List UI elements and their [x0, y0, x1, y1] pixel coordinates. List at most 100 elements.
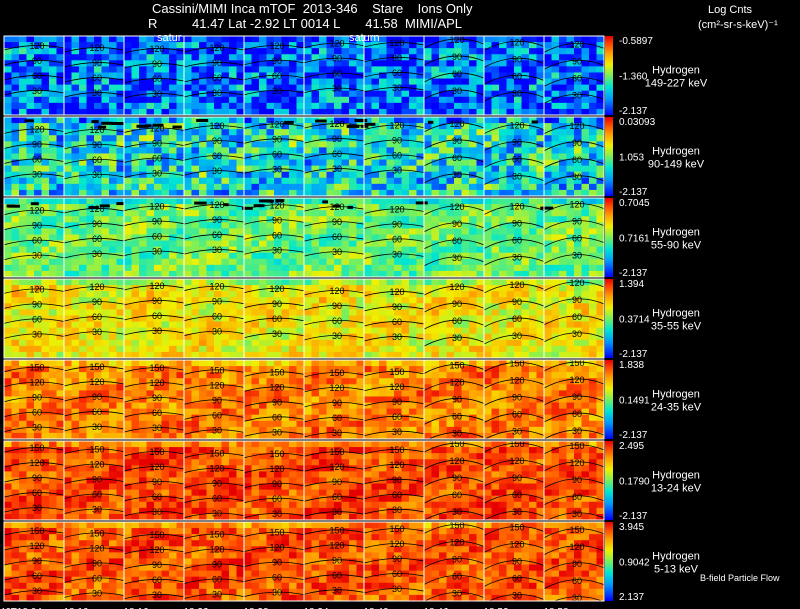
heatmap-cell: [424, 246, 432, 254]
heatmap-cell: [349, 153, 357, 160]
heatmap-cell: [101, 153, 110, 160]
heatmap-cell: [364, 135, 372, 142]
heatmap-cell: [379, 177, 387, 185]
heatmap-cell: [349, 351, 357, 359]
heatmap-cell: [379, 135, 387, 142]
heatmap-cell: [424, 315, 432, 322]
heatmap-cell: [221, 285, 230, 292]
heatmap-cell: [19, 240, 27, 248]
heatmap-cell: [101, 129, 110, 136]
heatmap-cell: [86, 54, 95, 61]
heatmap-cell: [544, 129, 552, 136]
heatmap-cell: [379, 204, 387, 211]
heatmap-cell: [476, 360, 485, 367]
heatmap-cell: [596, 66, 605, 73]
heatmap-cell: [199, 216, 207, 223]
heatmap-cell: [581, 345, 590, 353]
heatmap-cell: [596, 78, 605, 86]
heatmap-cell: [476, 315, 485, 322]
heatmap-cell: [229, 234, 237, 241]
heatmap-cell: [49, 123, 57, 130]
heatmap-cell: [131, 321, 140, 329]
heatmap-cell: [176, 72, 185, 79]
heatmap-cell: [416, 309, 425, 316]
heatmap-cell: [334, 360, 342, 367]
heatmap-cell: [161, 360, 170, 367]
heatmap-cell: [484, 84, 492, 92]
heatmap-cell: [461, 333, 470, 341]
heatmap-cell: [491, 264, 500, 272]
heatmap-cell: [566, 285, 575, 292]
heatmap-cell: [319, 270, 327, 278]
heatmap-cell: [146, 285, 155, 292]
units-label-line1: Log Cnts: [708, 4, 753, 16]
heatmap-cell: [536, 141, 545, 148]
heatmap-cell: [146, 291, 155, 298]
contour-label: 120: [449, 119, 464, 129]
heatmap-cell: [26, 66, 35, 73]
heatmap-cell: [536, 252, 545, 260]
heatmap-cell: [356, 102, 365, 110]
contour-line: [243, 74, 305, 81]
data-gap: [427, 120, 434, 124]
heatmap-cell: [424, 96, 432, 104]
heatmap-cell: [439, 309, 447, 316]
heatmap-cell: [94, 258, 102, 266]
heatmap-cell: [289, 252, 297, 260]
heatmap-cell: [529, 108, 537, 116]
heatmap-cell: [131, 204, 140, 211]
heatmap-cell: [206, 198, 215, 205]
contour-label: 60: [152, 154, 162, 164]
heatmap-cell: [521, 90, 530, 98]
heatmap-cell: [559, 183, 567, 191]
heatmap-cell: [139, 153, 147, 160]
heatmap-cell: [161, 234, 170, 241]
heatmap-cell: [581, 204, 590, 211]
heatmap-cell: [109, 135, 117, 142]
heatmap-cell: [86, 291, 95, 298]
heatmap-cell: [499, 258, 507, 266]
heatmap-cell: [86, 159, 95, 167]
heatmap-cell: [514, 141, 522, 148]
heatmap-cell: [484, 345, 492, 353]
heatmap-cell: [469, 165, 477, 173]
heatmap-cell: [251, 123, 260, 130]
heatmap-cell: [56, 42, 65, 49]
heatmap-cell: [581, 351, 590, 359]
heatmap-cell: [476, 297, 485, 304]
heatmap-cell: [476, 183, 485, 191]
heatmap-cell: [356, 315, 365, 322]
heatmap-cell: [19, 129, 27, 136]
heatmap-cell: [566, 189, 575, 197]
heatmap-cell: [386, 246, 395, 254]
heatmap-cell: [71, 165, 80, 173]
heatmap-cell: [551, 60, 560, 67]
heatmap-cell: [221, 36, 230, 43]
heatmap-cell: [26, 198, 35, 205]
heatmap-cell: [476, 252, 485, 260]
heatmap-cell: [41, 171, 50, 179]
heatmap-cell: [401, 159, 410, 167]
heatmap-cell: [131, 123, 140, 130]
heatmap-cell: [461, 141, 470, 148]
heatmap-cell: [409, 129, 417, 136]
heatmap-cell: [86, 327, 95, 335]
heatmap-cell: [409, 48, 417, 55]
heatmap-cell: [124, 360, 132, 367]
heatmap-cell: [469, 117, 477, 124]
contour-label: 30: [392, 166, 402, 176]
heatmap-cell: [41, 96, 50, 104]
heatmap-cell: [544, 48, 552, 55]
heatmap-cell: [221, 54, 230, 61]
heatmap-cell: [529, 159, 537, 167]
heatmap-cell: [11, 384, 20, 391]
heatmap-cell: [214, 72, 222, 79]
heatmap-cell: [461, 60, 470, 67]
heatmap-cell: [4, 309, 12, 316]
heatmap-cell: [506, 339, 515, 347]
contour-label: 90: [512, 54, 522, 64]
heatmap-cell: [304, 96, 312, 104]
heatmap-cell: [589, 222, 597, 229]
heatmap-cell: [596, 228, 605, 235]
heatmap-cell: [169, 141, 177, 148]
